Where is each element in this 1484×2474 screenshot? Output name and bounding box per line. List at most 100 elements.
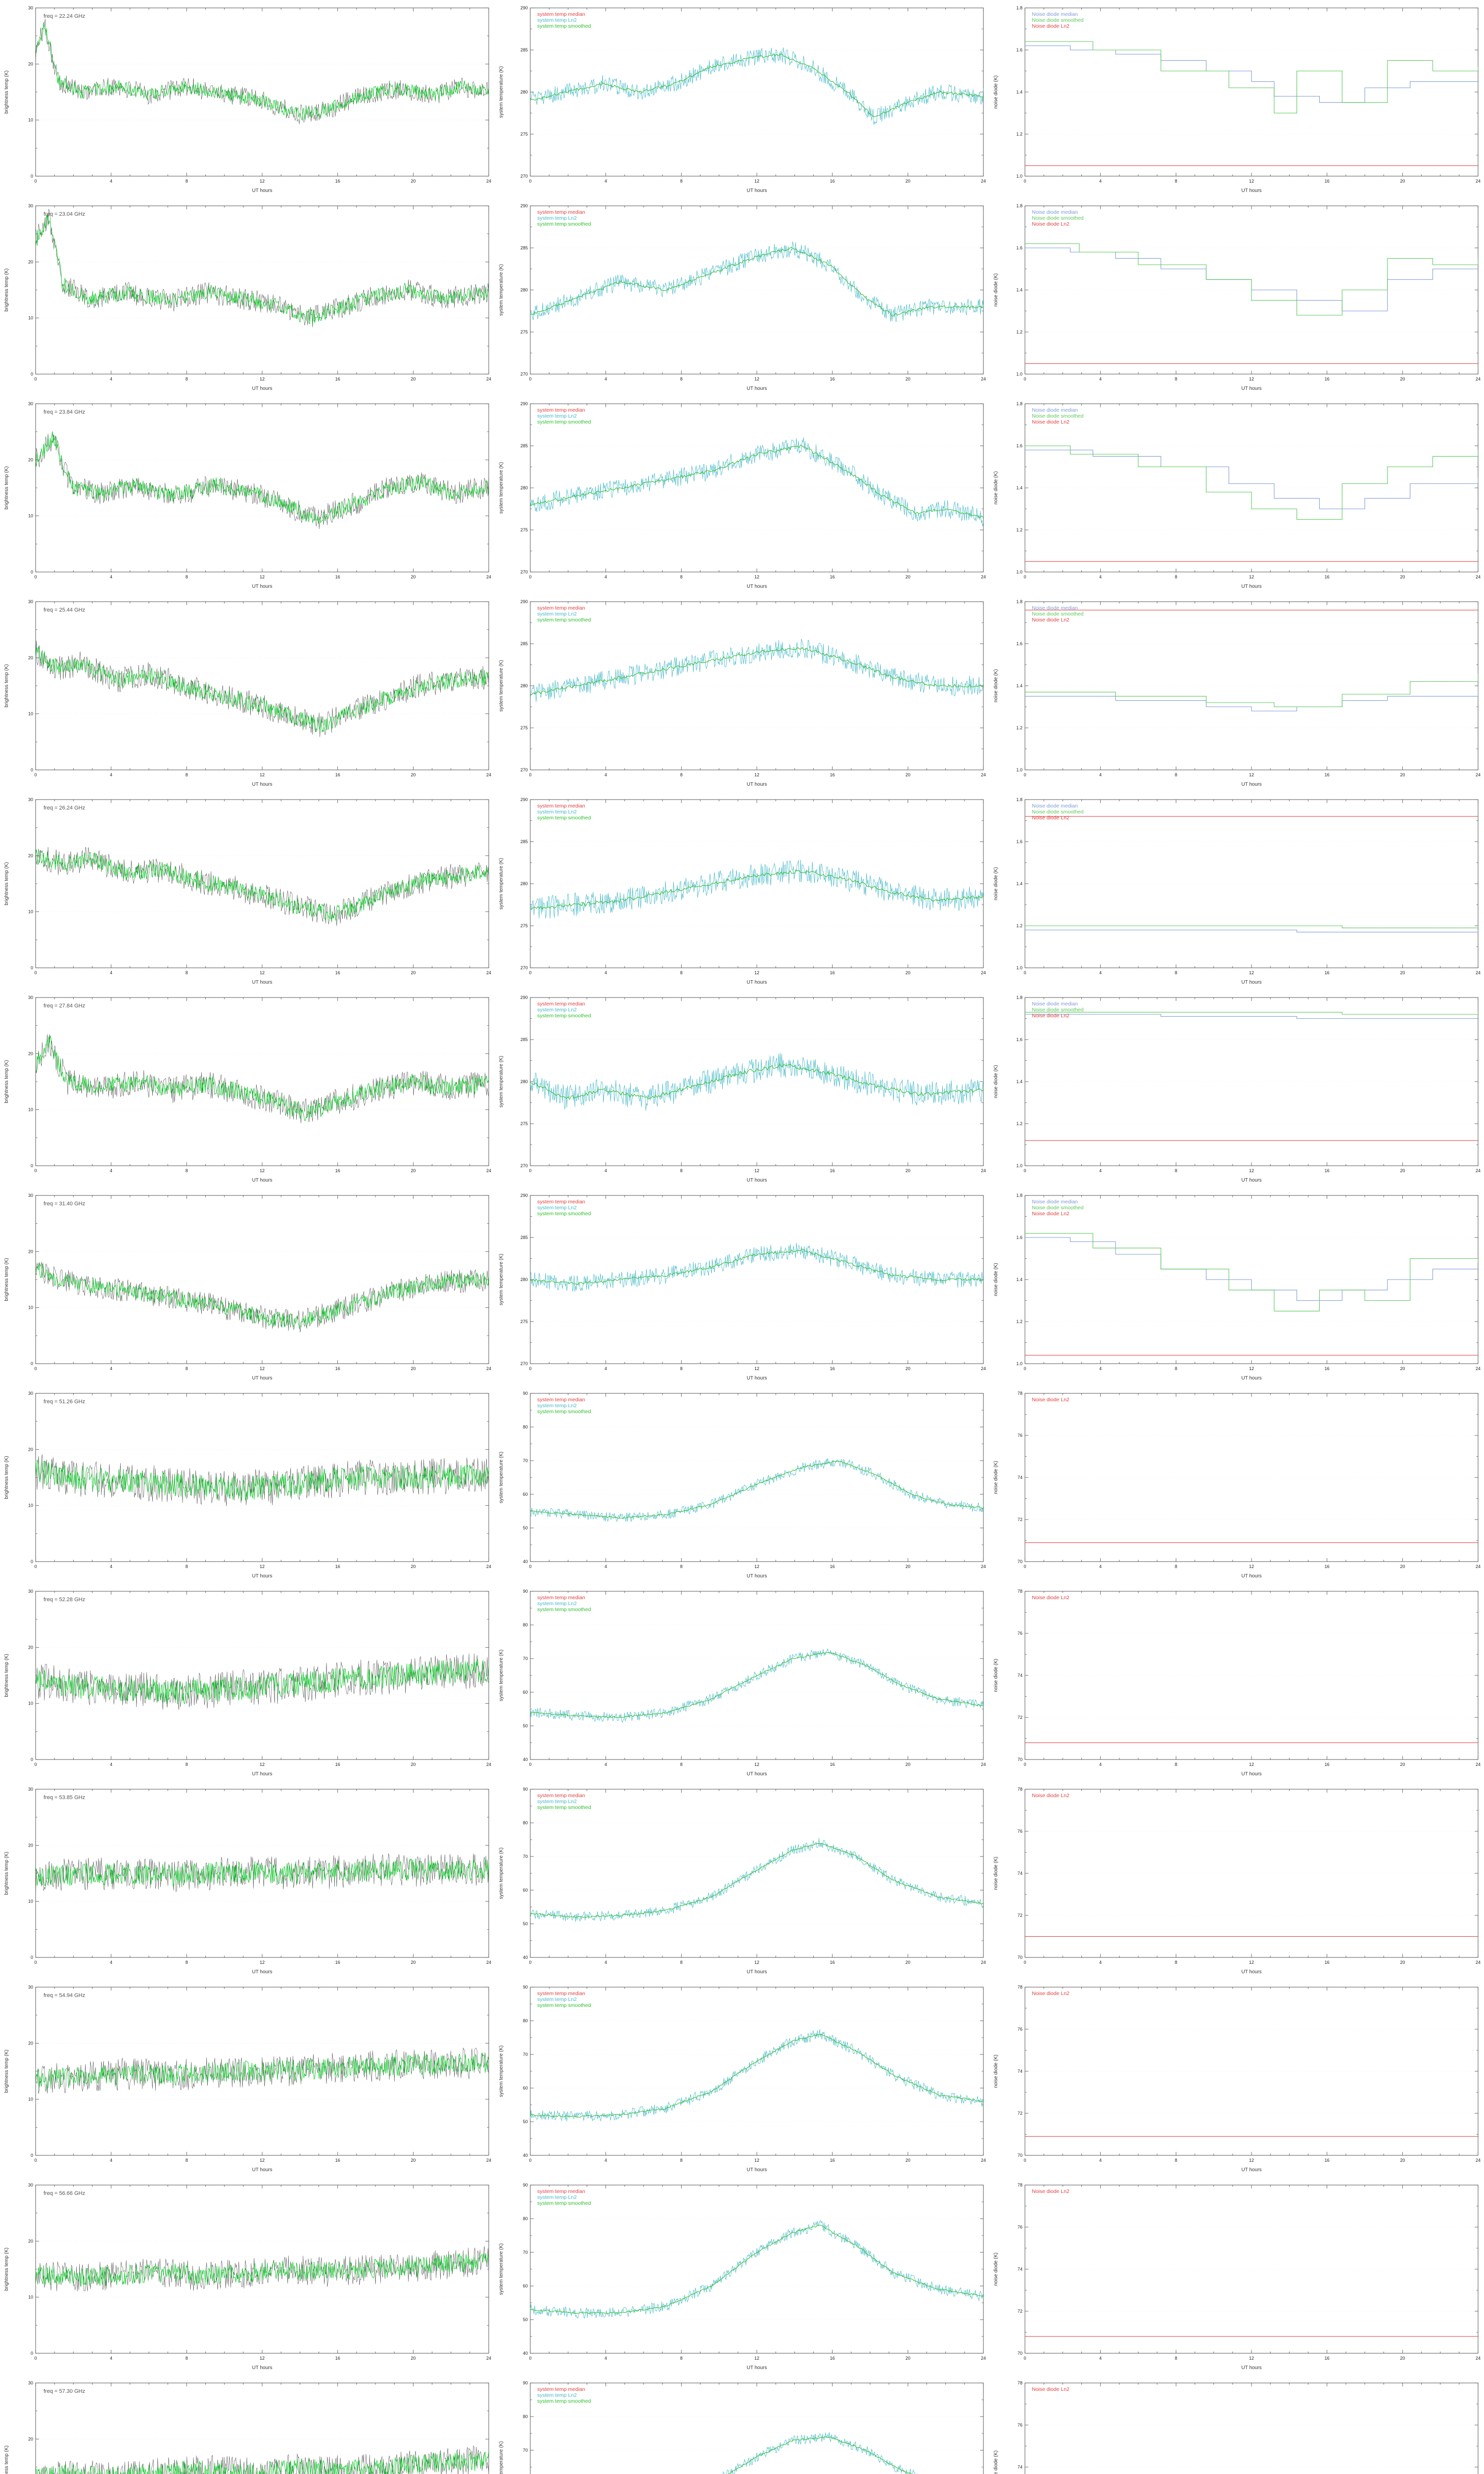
svg-text:275: 275 <box>520 725 528 730</box>
svg-text:10: 10 <box>28 909 33 914</box>
svg-text:24: 24 <box>981 2356 986 2361</box>
svg-text:24: 24 <box>486 1168 491 1173</box>
freq-label: freq = 54.94 GHz <box>44 1993 85 1998</box>
svg-text:20: 20 <box>411 377 416 381</box>
svg-text:0: 0 <box>529 1960 531 1965</box>
svg-text:275: 275 <box>520 1121 528 1126</box>
x-axis-label: UT hours <box>252 1178 273 1183</box>
svg-text:0: 0 <box>31 174 33 179</box>
system-temp-legend-entry: system temp Ln2 <box>537 2194 577 2200</box>
system-temp-legend-entry: system temp Ln2 <box>537 2392 577 2398</box>
svg-text:4: 4 <box>604 1960 607 1965</box>
svg-text:0: 0 <box>34 1762 37 1767</box>
y-axis-label: noise diode (K) <box>993 1263 999 1296</box>
svg-text:20: 20 <box>905 2356 910 2361</box>
svg-text:12: 12 <box>754 377 759 381</box>
svg-text:12: 12 <box>260 1762 265 1767</box>
system-temp-legend-entry: system temp median <box>537 605 585 611</box>
svg-text:24: 24 <box>486 574 491 579</box>
svg-text:10: 10 <box>28 1701 33 1706</box>
brightness-green-series <box>36 1659 489 1704</box>
y-axis-label: system temperature (K) <box>499 1848 504 1899</box>
svg-text:1.6: 1.6 <box>1016 641 1022 646</box>
svg-text:8: 8 <box>1175 2158 1177 2163</box>
svg-text:0: 0 <box>529 574 531 579</box>
system-temp-legend-entry: system temp median <box>537 2189 585 2194</box>
svg-text:275: 275 <box>520 132 528 137</box>
svg-text:76: 76 <box>1018 2027 1022 2032</box>
x-axis-label: UT hours <box>252 386 273 391</box>
svg-text:270: 270 <box>520 174 528 179</box>
svg-text:24: 24 <box>981 2158 986 2163</box>
svg-text:20: 20 <box>905 179 910 184</box>
svg-text:4: 4 <box>1099 1366 1102 1371</box>
brightness-green-series <box>36 2253 489 2287</box>
svg-text:24: 24 <box>486 772 491 777</box>
x-axis-label: UT hours <box>747 1178 767 1183</box>
system-temp-legend-entry: system temp Ln2 <box>537 1601 577 1607</box>
svg-text:20: 20 <box>1400 574 1405 579</box>
panel-noisediode-3: 1.0 1.2 1.4 1.6 1.8 0 4 8 12 16 20 24 noise diode (K… <box>989 396 1484 594</box>
panel-noisediode-9: 70 72 74 76 78 0 4 8 12 16 20 24 noise diode (K) UT h… <box>989 1583 1484 1781</box>
svg-text:24: 24 <box>486 2158 491 2163</box>
svg-text:12: 12 <box>754 1564 759 1569</box>
svg-text:10: 10 <box>28 2295 33 2300</box>
svg-text:16: 16 <box>335 2356 340 2361</box>
svg-text:24: 24 <box>981 970 986 975</box>
svg-text:16: 16 <box>1325 1762 1330 1767</box>
svg-text:290: 290 <box>520 401 528 406</box>
x-axis-label: UT hours <box>252 2167 273 2173</box>
svg-text:0: 0 <box>1023 2158 1026 2163</box>
svg-text:30: 30 <box>28 1787 33 1792</box>
svg-text:16: 16 <box>830 179 835 184</box>
x-axis-label: UT hours <box>1242 980 1262 985</box>
scatter-dark-series <box>36 1454 489 1506</box>
panel-noisediode-1: 1.0 1.2 1.4 1.6 1.8 0 4 8 12 16 20 24 noise diode (K… <box>989 0 1484 198</box>
noise-diode-legend-entry: Noise diode Ln2 <box>1032 617 1069 623</box>
svg-text:12: 12 <box>754 2356 759 2361</box>
y-axis-label: brightness temp (K) <box>4 862 9 905</box>
svg-text:20: 20 <box>28 1447 33 1452</box>
svg-text:20: 20 <box>905 574 910 579</box>
svg-text:78: 78 <box>1018 1391 1022 1396</box>
brightness-green-series <box>36 1036 489 1121</box>
svg-text:1.6: 1.6 <box>1016 1037 1022 1042</box>
svg-text:275: 275 <box>520 330 528 334</box>
svg-text:1.2: 1.2 <box>1016 923 1022 928</box>
svg-text:16: 16 <box>830 377 835 381</box>
svg-text:1.4: 1.4 <box>1016 683 1022 688</box>
x-axis-label: UT hours <box>747 188 767 193</box>
svg-text:74: 74 <box>1018 1673 1022 1678</box>
panel-noisediode-11: 70 72 74 76 78 0 4 8 12 16 20 24 noise diode (K) UT h… <box>989 1979 1484 2177</box>
svg-text:12: 12 <box>260 1366 265 1371</box>
noise-diode-legend-entry: Noise diode smoothed <box>1032 611 1084 617</box>
noise-diode-median-series <box>1025 45 1478 103</box>
svg-text:0: 0 <box>529 1564 531 1569</box>
system-temp-legend-entry: system temp smoothed <box>537 221 591 227</box>
svg-text:8: 8 <box>186 1168 188 1173</box>
panel-noisediode-4: 1.0 1.2 1.4 1.6 1.8 0 4 8 12 16 20 24 noise diode (K… <box>989 594 1484 792</box>
svg-text:24: 24 <box>486 1960 491 1965</box>
y-axis-label: system temperature (K) <box>499 66 504 118</box>
svg-text:290: 290 <box>520 599 528 604</box>
svg-text:24: 24 <box>981 1366 986 1371</box>
svg-text:24: 24 <box>981 1960 986 1965</box>
svg-text:4: 4 <box>1099 772 1102 777</box>
y-axis-label: brightness temp (K) <box>4 2445 9 2474</box>
svg-text:0: 0 <box>31 965 33 970</box>
svg-text:4: 4 <box>604 1366 607 1371</box>
svg-text:72: 72 <box>1018 1517 1022 1522</box>
svg-text:8: 8 <box>186 2158 188 2163</box>
y-axis-label: system temperature (K) <box>499 1452 504 1503</box>
system-temp-plot: 270 275 280 285 290 0 4 8 12 16 20 24 system tempera… <box>499 797 986 985</box>
svg-text:12: 12 <box>1249 179 1254 184</box>
noise-diode-legend-entry: Noise diode median <box>1032 803 1078 809</box>
x-axis-label: UT hours <box>1242 2365 1262 2371</box>
svg-text:16: 16 <box>1325 1366 1330 1371</box>
svg-text:20: 20 <box>28 1249 33 1254</box>
svg-text:8: 8 <box>186 1762 188 1767</box>
noise-diode-legend-entry: Noise diode Ln2 <box>1032 221 1069 227</box>
